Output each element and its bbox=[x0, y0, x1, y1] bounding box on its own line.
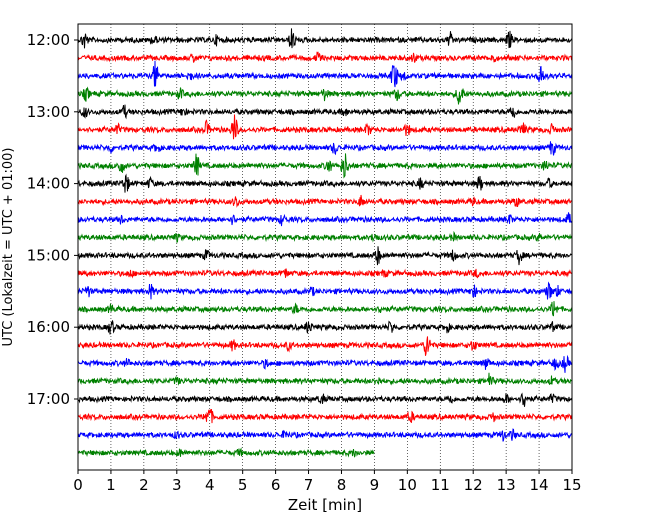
trace-1500 bbox=[78, 246, 572, 265]
x-tick-label: 3 bbox=[172, 476, 182, 494]
trace-1515 bbox=[78, 269, 572, 278]
trace-1600 bbox=[78, 320, 572, 334]
trace-1530 bbox=[78, 283, 572, 300]
trace-1400 bbox=[78, 175, 572, 192]
trace-1700 bbox=[78, 393, 572, 407]
y-axis-ticks: 12:00 13:00 14:00 15:00 16:00 17:00 bbox=[27, 31, 78, 408]
trace-1545 bbox=[78, 301, 572, 316]
x-tick-label: 12 bbox=[464, 476, 483, 494]
trace-1630 bbox=[78, 356, 572, 373]
y-tick-label: 14:00 bbox=[27, 175, 70, 193]
y-tick-label: 17:00 bbox=[27, 390, 70, 408]
trace-1730 bbox=[78, 429, 572, 441]
trace-1245 bbox=[78, 88, 572, 105]
x-tick-label: 14 bbox=[530, 476, 549, 494]
trace-1330 bbox=[78, 141, 572, 155]
x-tick-label: 11 bbox=[431, 476, 450, 494]
x-tick-label: 7 bbox=[304, 476, 314, 494]
y-axis-label: UTC (Lokalzeit = UTC + 01:00) bbox=[1, 148, 16, 347]
x-axis-ticks: 0 1 2 3 4 5 6 7 8 9 10 11 12 13 14 15 bbox=[73, 470, 581, 494]
y-tick-label: 12:00 bbox=[27, 31, 70, 49]
trace-1230 bbox=[78, 61, 572, 87]
helicorder-chart: 0 1 2 3 4 5 6 7 8 9 10 11 12 13 14 15 12:0013:0014:0015… bbox=[0, 0, 650, 520]
x-tick-label: 13 bbox=[497, 476, 516, 494]
y-tick-label: 16:00 bbox=[27, 318, 70, 336]
x-tick-label: 6 bbox=[271, 476, 281, 494]
trace-1300 bbox=[78, 105, 572, 118]
y-tick-label: 13:00 bbox=[27, 103, 70, 121]
x-tick-label: 5 bbox=[238, 476, 248, 494]
trace-1415 bbox=[78, 195, 572, 207]
trace-1745 bbox=[78, 449, 374, 457]
x-tick-label: 2 bbox=[139, 476, 149, 494]
y-tick-label: 15:00 bbox=[27, 246, 70, 264]
x-tick-label: 8 bbox=[337, 476, 347, 494]
trace-1345 bbox=[78, 153, 572, 177]
x-tick-label: 15 bbox=[562, 476, 581, 494]
grid-lines bbox=[111, 24, 539, 470]
trace-1200 bbox=[78, 28, 572, 48]
trace-1445 bbox=[78, 233, 572, 243]
x-tick-label: 9 bbox=[370, 476, 380, 494]
x-tick-label: 4 bbox=[205, 476, 215, 494]
trace-1645 bbox=[78, 373, 572, 385]
trace-1615 bbox=[78, 336, 572, 355]
plot-frame bbox=[78, 24, 572, 470]
x-axis-label: Zeit [min] bbox=[288, 496, 362, 514]
trace-1715 bbox=[78, 409, 572, 423]
x-tick-label: 0 bbox=[73, 476, 83, 494]
x-tick-label: 10 bbox=[398, 476, 417, 494]
trace-1215 bbox=[78, 52, 572, 62]
seismogram-traces bbox=[78, 28, 572, 456]
x-tick-label: 1 bbox=[106, 476, 116, 494]
trace-1315 bbox=[78, 115, 572, 140]
trace-1430 bbox=[78, 212, 572, 226]
